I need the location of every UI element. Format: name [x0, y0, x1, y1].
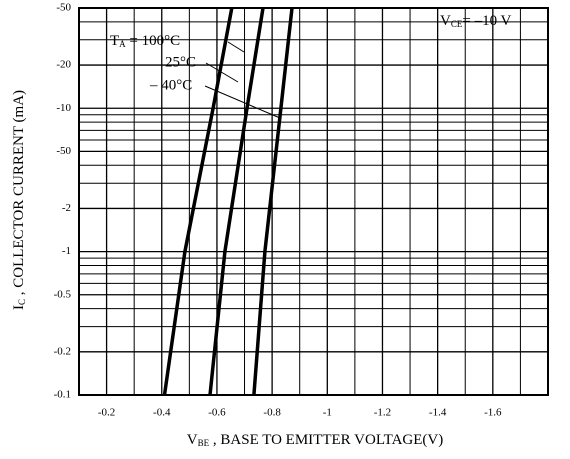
- curve: [252, 7, 294, 396]
- x-axis-title: VBE , BASE TO EMITTER VOLTAGE(V): [187, 432, 443, 448]
- y-tick-label: -2: [62, 202, 71, 214]
- y-tick-label: -0.2: [54, 345, 71, 357]
- y-tick-label: -1: [62, 245, 71, 257]
- x-tick-label: -1.6: [484, 407, 502, 419]
- x-tick-label: -1: [323, 407, 332, 419]
- y-tick-label: -0.5: [54, 288, 72, 300]
- x-tick-label: -0.4: [153, 407, 171, 419]
- leader-line: [227, 41, 245, 53]
- y-tick-label: -0.1: [54, 389, 71, 401]
- y-tick-label: -10: [56, 102, 71, 114]
- series-label: – 40°C: [149, 77, 192, 93]
- y-tick-label: -20: [56, 59, 71, 71]
- x-tick-label: -0.8: [263, 407, 281, 419]
- x-tick-label: -1.2: [374, 407, 391, 419]
- leader-line: [205, 62, 239, 83]
- y-tick-label: -50: [56, 2, 71, 14]
- series-label: 25°C: [165, 54, 196, 70]
- x-tick-label: -1.4: [429, 407, 447, 419]
- x-tick-label: -0.2: [98, 407, 115, 419]
- plot-frame: [78, 7, 549, 396]
- y-axis-title: IC , COLLECTOR CURRENT (mA): [11, 90, 27, 310]
- curve: [162, 7, 234, 396]
- ta-label: TA = 100°C: [110, 33, 180, 49]
- curve: [208, 7, 265, 396]
- x-tick-label: -0.6: [208, 407, 226, 419]
- y-tick-label: -50: [56, 145, 71, 157]
